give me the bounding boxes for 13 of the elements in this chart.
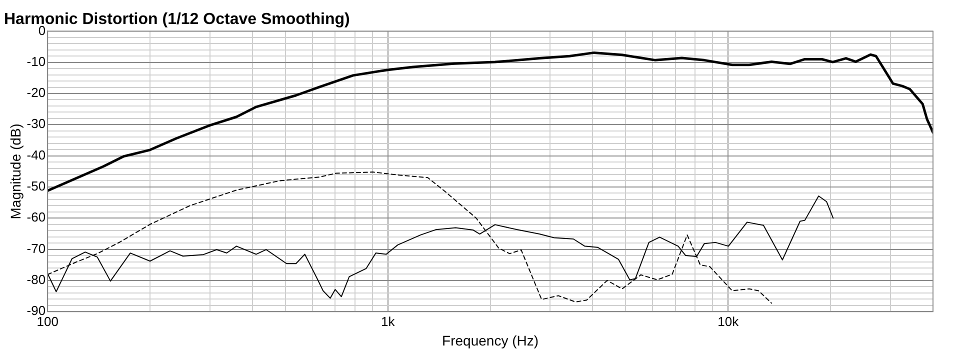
y-tick-label: -30 [26, 116, 46, 132]
y-tick-label: -50 [26, 178, 46, 194]
y-tick-label: -10 [26, 54, 46, 69]
x-tick-label: 1k [380, 314, 396, 329]
y-tick-label: 0 [38, 22, 46, 38]
y-axis-title: Magnitude (dB) [7, 124, 24, 220]
y-tick-label: -20 [26, 85, 46, 100]
y-tick-label: -40 [26, 147, 46, 162]
y-tick-label: -60 [26, 210, 46, 225]
x-tick-label: 10k [718, 314, 740, 329]
y-tick-label: -80 [26, 272, 46, 288]
x-axis-title: Frequency (Hz) [442, 332, 539, 348]
y-tick-label: -70 [26, 240, 46, 256]
